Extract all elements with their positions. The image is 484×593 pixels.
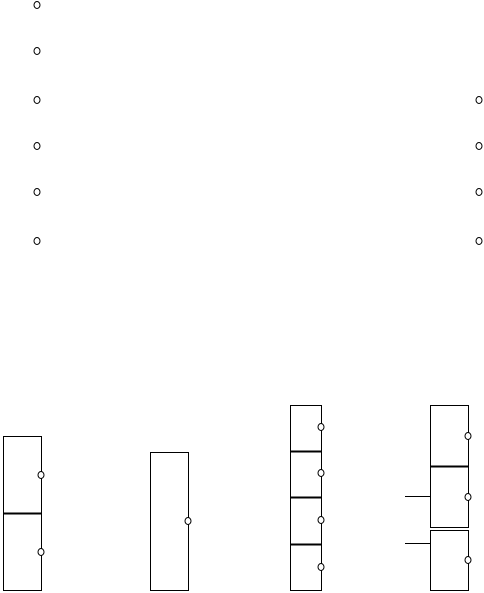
block — [290, 451, 322, 498]
block-group-1 — [3, 436, 45, 591]
handle[interactable] — [464, 493, 472, 501]
block — [3, 513, 42, 591]
handle[interactable] — [317, 563, 325, 571]
handle[interactable] — [33, 237, 41, 245]
block-group-2 — [150, 452, 192, 591]
right-handles — [475, 96, 483, 245]
handle[interactable] — [464, 432, 472, 440]
block — [430, 405, 469, 467]
handle[interactable] — [33, 47, 41, 55]
handle[interactable] — [464, 556, 472, 564]
handle[interactable] — [33, 188, 41, 196]
block — [430, 466, 469, 528]
handle[interactable] — [317, 423, 325, 431]
handle[interactable] — [317, 516, 325, 524]
block — [290, 497, 322, 545]
handle[interactable] — [184, 517, 192, 525]
block — [150, 452, 189, 591]
left-handles — [33, 1, 41, 245]
block — [290, 405, 322, 452]
block-group-4 — [405, 405, 472, 591]
block — [3, 436, 42, 514]
handle[interactable] — [475, 142, 483, 150]
handle[interactable] — [37, 471, 45, 479]
block — [430, 530, 469, 591]
block — [290, 544, 322, 591]
handle[interactable] — [37, 548, 45, 556]
handle[interactable] — [475, 237, 483, 245]
handle[interactable] — [33, 142, 41, 150]
handle[interactable] — [317, 469, 325, 477]
handle[interactable] — [33, 96, 41, 104]
block-group-3 — [290, 405, 325, 591]
handle[interactable] — [475, 96, 483, 104]
handle[interactable] — [33, 1, 41, 9]
handle[interactable] — [475, 188, 483, 196]
